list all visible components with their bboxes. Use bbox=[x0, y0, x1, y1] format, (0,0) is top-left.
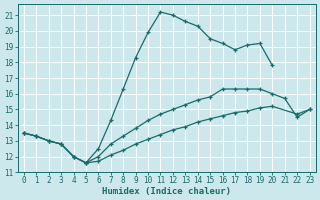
X-axis label: Humidex (Indice chaleur): Humidex (Indice chaleur) bbox=[102, 187, 231, 196]
